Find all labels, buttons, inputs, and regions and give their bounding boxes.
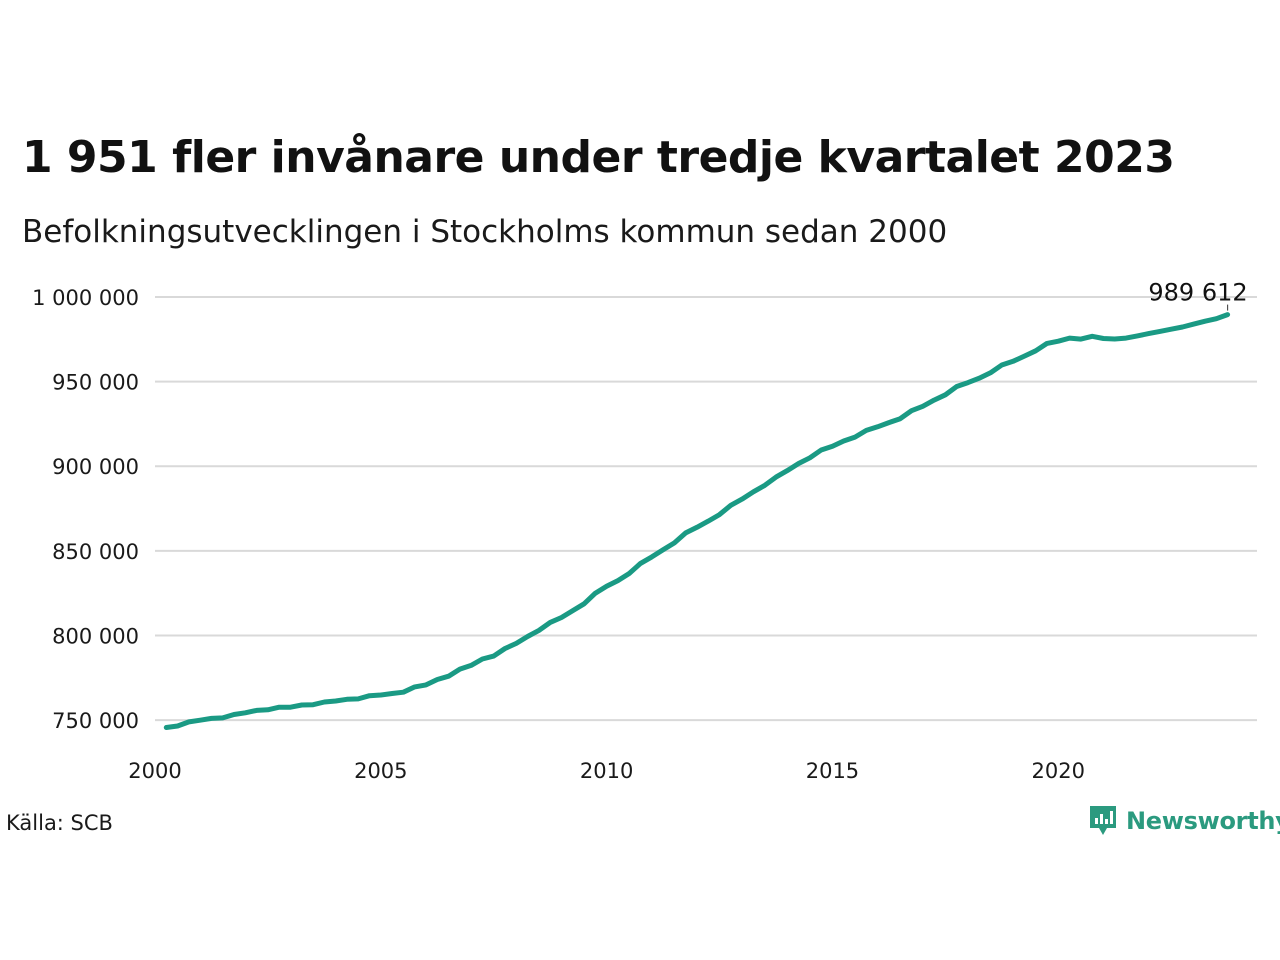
y-tick-label: 750 000 — [52, 709, 139, 733]
source-note: Källa: SCB — [6, 811, 113, 835]
y-axis-ticks: 750 000 800 000 850 000 900 000 950 000 1 000… — [32, 286, 139, 733]
series-line — [163, 312, 1231, 730]
series-layer — [163, 312, 1231, 730]
brand-name: Newsworthy — [1126, 807, 1280, 835]
y-tick-label: 1 000 000 — [32, 286, 139, 310]
chart-title: 1 951 fler invånare under tredje kvartal… — [22, 132, 1175, 183]
x-tick-label: 2010 — [580, 759, 633, 783]
y-tick-label: 850 000 — [52, 540, 139, 564]
x-axis-ticks: 2000 2005 2010 2015 2020 — [128, 759, 1085, 783]
x-tick-label: 2000 — [128, 759, 181, 783]
annotations: 989 612 — [1148, 279, 1248, 311]
grid-lines — [155, 296, 1257, 722]
y-tick-label: 900 000 — [52, 455, 139, 479]
chart-subtitle: Befolkningsutvecklingen i Stockholms kom… — [22, 214, 948, 250]
brand-logo: Newsworthy — [1088, 804, 1280, 838]
y-tick-label: 950 000 — [52, 371, 139, 395]
x-tick-label: 2020 — [1032, 759, 1085, 783]
x-tick-label: 2005 — [354, 759, 407, 783]
newsworthy-logo-icon — [1090, 806, 1116, 835]
x-tick-label: 2015 — [806, 759, 859, 783]
end-value-label: 989 612 — [1148, 279, 1247, 307]
y-tick-label: 800 000 — [52, 624, 139, 648]
